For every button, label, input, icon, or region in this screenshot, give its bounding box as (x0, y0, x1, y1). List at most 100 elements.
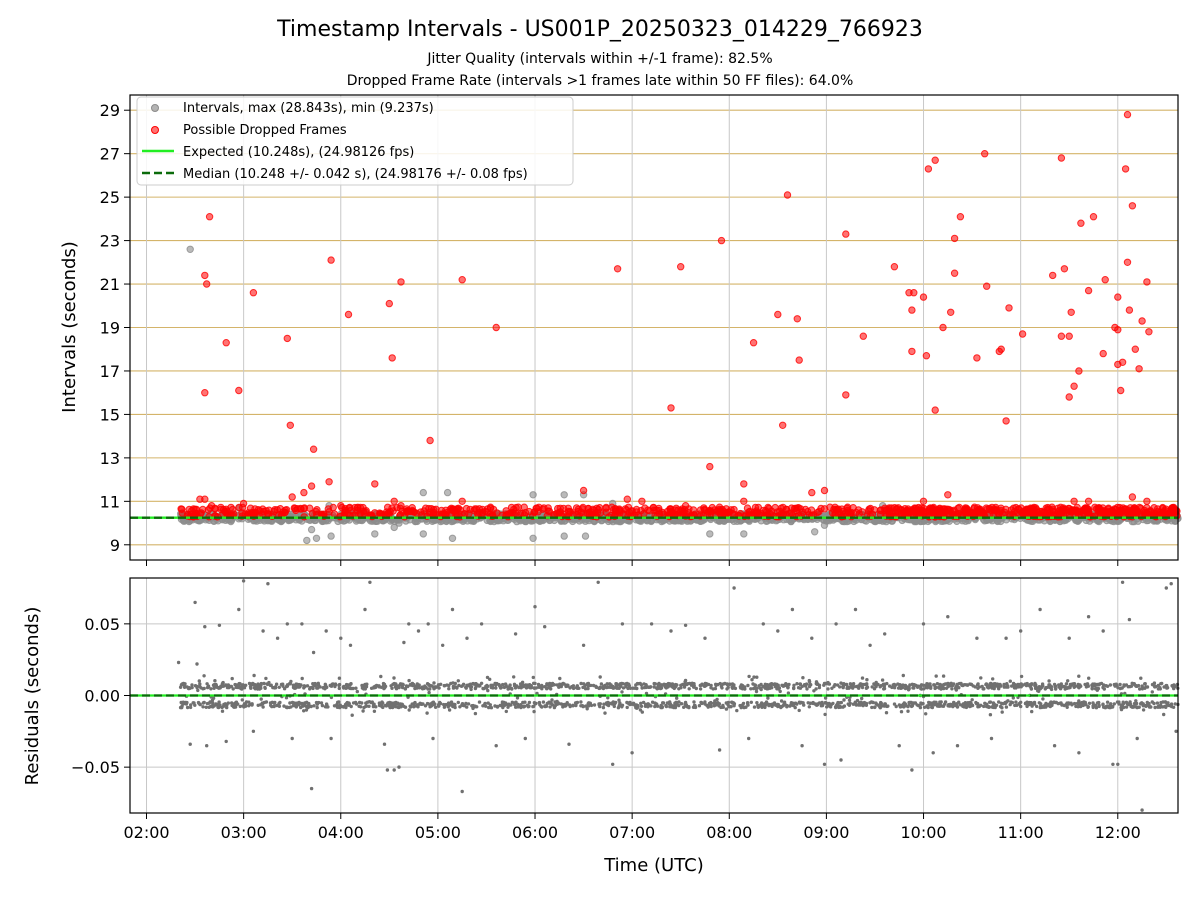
dropped-frame-point (1138, 317, 1146, 325)
residual-point (394, 682, 398, 686)
residual-point (489, 685, 493, 690)
dropped-frame-point (1070, 382, 1078, 390)
residual-point (1135, 705, 1139, 710)
residual-point (337, 686, 341, 691)
x-tick-label: 11:00 (998, 823, 1044, 842)
residual-point (989, 736, 994, 741)
residual-point (192, 701, 196, 705)
dropped-frame-point (1128, 493, 1137, 501)
dropped-frame-point (1065, 393, 1073, 401)
residual-point (1072, 685, 1076, 689)
residual-point (309, 786, 314, 791)
residual-point (934, 674, 938, 678)
residual-point (176, 660, 181, 665)
residual-point (364, 685, 369, 689)
residual-point (1101, 702, 1105, 706)
residual-point (436, 704, 441, 708)
residual-point (1152, 701, 1156, 706)
interval-point (419, 488, 427, 497)
residual-point (211, 705, 215, 709)
residual-point (411, 702, 416, 706)
residual-point (682, 705, 686, 709)
residual-point (479, 622, 484, 626)
residual-point (234, 685, 238, 690)
residual-point (891, 683, 895, 687)
dropped-frame-point (740, 480, 748, 488)
residual-point (766, 696, 770, 700)
residual-point (808, 701, 812, 705)
dropped-frame-point (405, 507, 414, 515)
residual-point (300, 676, 304, 681)
residual-point (754, 689, 759, 694)
residual-point (396, 705, 400, 709)
dropped-frame-point (205, 213, 214, 221)
residual-point (575, 686, 580, 690)
residual-point (216, 705, 220, 709)
residual-point (820, 700, 824, 705)
residual-point (847, 698, 852, 702)
residual-point (627, 682, 631, 686)
residual-point (586, 683, 590, 687)
dropped-frame-point (584, 504, 593, 513)
dropped-frame-point (981, 150, 989, 158)
residual-point (801, 676, 805, 680)
dropped-frame-point (397, 502, 405, 510)
residual-point (882, 684, 886, 688)
residual-point (811, 701, 815, 706)
dropped-frame-point (1117, 386, 1125, 395)
residual-point (1159, 700, 1163, 705)
dropped-frame-point (383, 508, 391, 516)
dropped-frame-point (677, 263, 685, 271)
dropped-frame-point (987, 506, 996, 515)
residual-point (402, 640, 406, 645)
residual-point (703, 636, 707, 640)
residual-point (1030, 709, 1034, 714)
residual-point (1128, 684, 1132, 689)
residual-point (738, 703, 742, 708)
dropped-frame-point (300, 488, 308, 497)
dropped-frame-point (736, 509, 744, 518)
residual-point (724, 707, 729, 711)
residual-point (669, 629, 673, 633)
residual-point (641, 700, 646, 705)
dropped-frame-point (1048, 503, 1056, 511)
residual-point (311, 686, 315, 691)
residual-point (429, 702, 433, 706)
residual-point (278, 700, 282, 705)
legend-label-dropped: Possible Dropped Frames (183, 123, 347, 138)
residual-point (346, 703, 350, 707)
residual-point (800, 684, 804, 689)
residual-point (1156, 683, 1161, 688)
residual-point (625, 705, 629, 710)
residual-point (1158, 687, 1163, 691)
residual-point (203, 625, 207, 629)
residual-point (403, 705, 408, 709)
residual-point (393, 702, 397, 706)
residual-point (970, 698, 974, 702)
residual-point (792, 686, 796, 691)
residual-point (1004, 705, 1009, 709)
residual-point (1121, 700, 1125, 704)
residual-point (407, 622, 411, 626)
residual-point (908, 700, 912, 705)
residual-point (1006, 699, 1010, 703)
residual-point (532, 686, 537, 690)
residual-point (533, 605, 537, 609)
dropped-frame-point (203, 280, 211, 288)
residual-point (725, 687, 729, 691)
residual-point (859, 682, 863, 686)
residual-point (749, 700, 753, 704)
dropped-frame-point (1135, 365, 1143, 373)
residual-point (407, 678, 411, 683)
residual-point (244, 683, 248, 687)
dropped-frame-point (725, 508, 734, 516)
interval-point (529, 491, 537, 499)
bottom-panel-ylabel: Residuals (seconds) (22, 607, 43, 786)
residual-point (939, 700, 943, 704)
residual-point (481, 686, 485, 691)
residual-point (620, 681, 624, 686)
residual-point (225, 705, 229, 710)
dropped-frame-point (1081, 506, 1089, 515)
residual-point (275, 703, 279, 708)
residual-point (823, 712, 827, 717)
